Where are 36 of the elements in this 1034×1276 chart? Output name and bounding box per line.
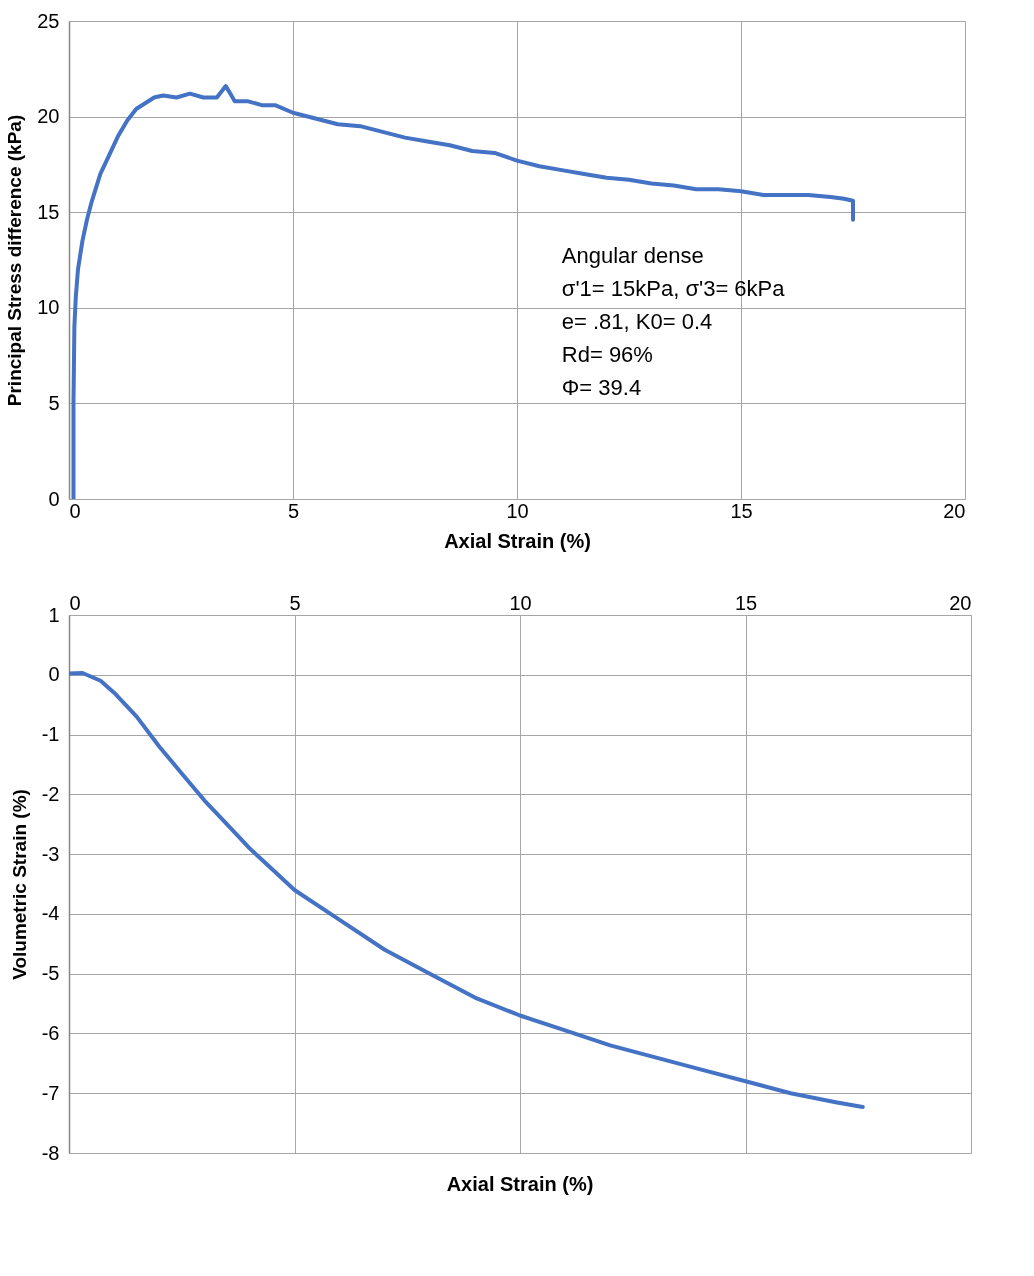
x-tick-label: 0 — [69, 499, 81, 522]
annotation: e= .81, K0= 0.4 — [561, 309, 713, 335]
y-tick-label: 20 — [37, 105, 60, 128]
x-tick-label: 20 — [943, 499, 966, 522]
y-tick-label: 1 — [48, 603, 60, 626]
y-tick-label: 5 — [48, 391, 60, 414]
annotation: Angular dense — [561, 243, 704, 269]
y-tick-label: -1 — [41, 723, 60, 746]
y-axis-title: Principal Stress difference (kPa) — [4, 114, 26, 407]
y-tick-label: -5 — [41, 962, 60, 985]
line-series — [71, 84, 855, 499]
y-tick-label: -3 — [41, 842, 60, 865]
y-axis-title: Volumetric Strain (%) — [8, 789, 30, 980]
annotation: σ'1= 15kPa, σ'3= 6kPa — [561, 276, 786, 302]
y-tick-label: -8 — [41, 1141, 60, 1164]
x-tick-label: 15 — [734, 591, 758, 614]
annotation: Rd= 96% — [561, 342, 653, 368]
line-series — [69, 670, 865, 1109]
x-tick-label: 5 — [287, 499, 300, 522]
x-axis-title: Axial Strain (%) — [444, 529, 591, 552]
y-tick-label: 10 — [37, 296, 60, 319]
y-tick-label: 25 — [37, 9, 60, 32]
x-tick-label: 10 — [509, 591, 532, 614]
y-tick-label: 0 — [48, 663, 60, 686]
annotation: Φ= 39.4 — [561, 375, 642, 401]
y-tick-label: -2 — [41, 782, 60, 805]
y-tick-label: -4 — [41, 902, 60, 925]
x-tick-label: 20 — [949, 591, 972, 614]
y-tick-label: 15 — [37, 200, 60, 223]
x-tick-label: 15 — [730, 499, 753, 522]
x-axis-title: Axial Strain (%) — [446, 1173, 594, 1195]
x-tick-label: 10 — [506, 499, 529, 522]
x-tick-label: 5 — [289, 591, 301, 614]
y-tick-label: -6 — [41, 1021, 60, 1044]
y-tick-label: -7 — [41, 1081, 60, 1104]
x-tick-label: 0 — [69, 591, 81, 614]
